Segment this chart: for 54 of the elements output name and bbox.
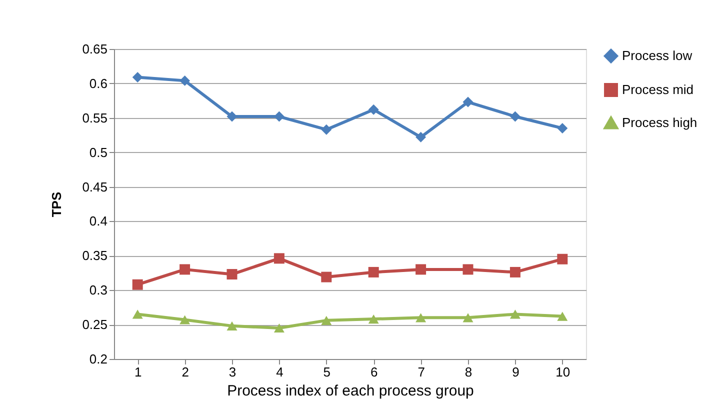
point xyxy=(368,314,379,324)
point xyxy=(416,132,426,142)
point xyxy=(416,313,426,322)
point xyxy=(180,315,190,324)
x-axis-title: Process index of each process group xyxy=(227,382,474,400)
x-tick-label: 5 xyxy=(323,364,331,380)
x-tick-label: 9 xyxy=(512,364,520,380)
legend-label: Process high xyxy=(622,115,698,130)
y-tick-label: 0.45 xyxy=(82,179,108,194)
point xyxy=(321,272,332,282)
point xyxy=(274,323,284,333)
point xyxy=(226,269,238,280)
point xyxy=(132,279,143,290)
y-tick-label: 0.4 xyxy=(89,214,108,229)
y-tick-label: 0.55 xyxy=(82,110,108,126)
point xyxy=(510,111,520,122)
point xyxy=(557,312,568,321)
y-tick-label: 0.35 xyxy=(82,248,108,264)
legend-label: Process low xyxy=(622,48,693,63)
point xyxy=(132,72,143,82)
x-tick-label: 6 xyxy=(370,364,378,380)
y-tick-label: 0.2 xyxy=(89,352,108,366)
x-tick-label: 7 xyxy=(418,364,425,380)
y-tick-label: 0.25 xyxy=(82,317,108,332)
point xyxy=(510,310,520,319)
x-tick-label: 8 xyxy=(464,364,472,380)
point xyxy=(557,122,568,134)
point xyxy=(132,310,143,319)
point xyxy=(462,264,474,275)
x-tick-label: 10 xyxy=(556,364,570,380)
point xyxy=(368,266,379,278)
point xyxy=(462,313,474,322)
point xyxy=(510,266,520,278)
point xyxy=(557,254,568,264)
x-tick-label: 1 xyxy=(134,364,142,380)
x-tick-label: 3 xyxy=(228,364,236,380)
point xyxy=(368,104,379,115)
point xyxy=(416,264,426,275)
y-tick-label: 0.3 xyxy=(89,282,108,298)
y-tick-label: 0.6 xyxy=(89,76,108,91)
x-tick-label: 4 xyxy=(276,364,284,380)
legend-label: Process mid xyxy=(622,82,694,97)
y-tick-label: 0.5 xyxy=(89,144,108,160)
point xyxy=(226,321,238,330)
point xyxy=(321,316,332,325)
y-tick-label: 0.65 xyxy=(82,42,108,56)
point xyxy=(180,264,190,275)
point xyxy=(462,96,474,108)
point xyxy=(274,253,284,264)
point xyxy=(321,124,332,135)
point xyxy=(226,111,238,122)
x-tick-label: 2 xyxy=(182,364,189,380)
y-axis-title: TPS xyxy=(49,192,64,218)
point xyxy=(180,75,190,86)
